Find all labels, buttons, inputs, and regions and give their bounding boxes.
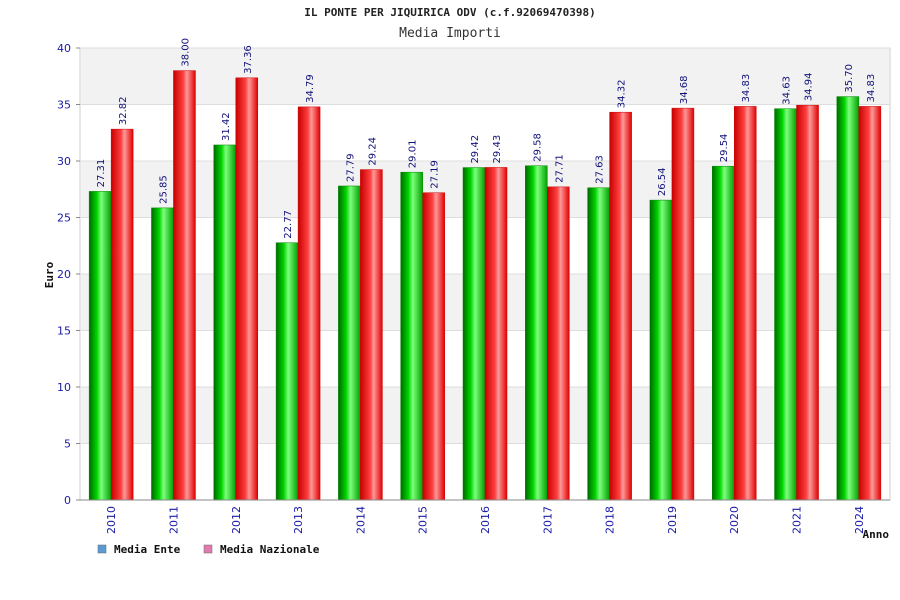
x-tick-label-2012: 2012	[230, 506, 243, 534]
x-tick-label-2024: 2024	[853, 506, 866, 534]
legend-label-1: Media Nazionale	[220, 543, 320, 556]
y-tick-label: 40	[57, 42, 71, 55]
bar-media-nazionale-2021	[796, 104, 819, 501]
bar-media-nazionale-2010	[110, 128, 134, 501]
value-label-media-nazionale-2010: 32.82	[118, 96, 129, 125]
value-label-media-ente-2016: 29.42	[470, 135, 481, 164]
x-tick-label-2014: 2014	[354, 506, 367, 534]
value-label-media-ente-2018: 27.63	[595, 155, 606, 184]
value-label-media-nazionale-2020: 34.83	[741, 74, 752, 103]
value-label-media-nazionale-2019: 34.68	[679, 75, 690, 104]
x-tick-label-2019: 2019	[666, 506, 679, 534]
value-label-media-nazionale-2014: 29.24	[367, 137, 378, 166]
bar-media-nazionale-2013	[297, 106, 321, 501]
y-tick-label: 20	[57, 268, 71, 281]
x-tick-label-2021: 2021	[791, 506, 804, 534]
value-label-media-ente-2019: 26.54	[657, 167, 668, 196]
bar-media-nazionale-2020	[733, 106, 757, 501]
bar-media-ente-2019	[649, 199, 673, 501]
bar-media-nazionale-2018	[609, 111, 632, 501]
x-tick-label-2016: 2016	[479, 506, 492, 534]
bar-media-nazionale-2016	[484, 167, 508, 501]
bar-media-ente-2014	[338, 185, 361, 501]
bar-media-nazionale-2012	[235, 77, 259, 501]
y-tick-label: 30	[57, 155, 71, 168]
bar-media-nazionale-2011	[173, 70, 196, 501]
value-label-media-nazionale-2011: 38.00	[180, 38, 191, 67]
value-label-media-nazionale-2012: 37.36	[243, 45, 254, 74]
bars	[88, 70, 882, 501]
bar-media-nazionale-2015	[422, 192, 445, 501]
x-tick-label-2011: 2011	[167, 506, 180, 534]
legend-label-0: Media Ente	[114, 543, 181, 556]
legend: Media Ente Media Nazionale	[97, 543, 320, 556]
legend-swatch-0	[97, 544, 107, 554]
chart-subtitle: Media Importi	[399, 26, 501, 41]
value-label-media-ente-2011: 25.85	[158, 175, 169, 204]
x-tick-label-2017: 2017	[541, 506, 554, 534]
x-tick-label-2015: 2015	[417, 506, 430, 534]
bar-media-nazionale-2017	[547, 186, 570, 501]
y-tick-label: 0	[64, 494, 71, 507]
bar-media-ente-2018	[587, 187, 610, 501]
bar-media-ente-2017	[525, 165, 548, 501]
value-label-media-ente-2020: 29.54	[719, 134, 730, 163]
y-tick-label: 25	[57, 212, 71, 225]
bar-media-nazionale-2019	[671, 107, 695, 501]
grid-band	[81, 48, 889, 105]
value-label-media-ente-2015: 29.01	[408, 140, 419, 169]
value-labels: 27.31 32.82 25.85 38.00 31.42 37.36 22.77 34.79…	[96, 38, 877, 239]
bar-media-ente-2010	[88, 191, 112, 501]
y-axis-label: Euro	[43, 261, 56, 288]
x-tick-label-2013: 2013	[292, 506, 305, 534]
value-label-media-ente-2012: 31.42	[221, 112, 232, 141]
y-tick-label: 35	[57, 99, 71, 112]
x-tick-label-2018: 2018	[604, 506, 617, 534]
value-label-media-ente-2017: 29.58	[532, 133, 543, 162]
value-label-media-ente-2013: 22.77	[283, 210, 294, 239]
value-label-media-ente-2010: 27.31	[96, 159, 107, 188]
value-label-media-nazionale-2021: 34.94	[804, 73, 815, 102]
y-tick-label: 5	[64, 438, 71, 451]
y-axis-ticks: 0 5 10 15 20 25 30 35 40	[57, 42, 80, 507]
y-tick-label: 15	[57, 325, 71, 338]
bar-media-ente-2020	[711, 165, 735, 501]
chart-title: IL PONTE PER JIQUIRICA ODV (c.f.92069470…	[304, 6, 595, 19]
value-label-media-nazionale-2015: 27.19	[430, 160, 441, 189]
value-label-media-nazionale-2024: 34.83	[866, 74, 877, 103]
value-label-media-nazionale-2016: 29.43	[492, 135, 503, 164]
bar-media-ente-2015	[400, 171, 423, 501]
legend-swatch-1	[203, 544, 213, 554]
bar-media-ente-2024	[836, 96, 860, 501]
value-label-media-ente-2024: 35.70	[844, 64, 855, 93]
x-axis-ticks: 2010 2011 2012 2013 2014 2015 2016 2017 2018 2019…	[80, 499, 890, 534]
bar-media-ente-2021	[774, 108, 797, 501]
bar-media-nazionale-2014	[360, 169, 383, 501]
value-label-media-nazionale-2017: 27.71	[554, 154, 565, 183]
bar-media-ente-2012	[213, 144, 237, 501]
value-label-media-nazionale-2018: 34.32	[617, 80, 628, 109]
bar-media-ente-2013	[275, 242, 299, 501]
x-tick-label-2020: 2020	[728, 506, 741, 534]
bar-media-ente-2016	[462, 167, 486, 501]
value-label-media-ente-2021: 34.63	[782, 76, 793, 105]
value-label-media-nazionale-2013: 34.79	[305, 74, 316, 103]
value-label-media-ente-2014: 27.79	[345, 153, 356, 182]
bar-media-ente-2011	[151, 207, 174, 501]
x-tick-label-2010: 2010	[105, 506, 118, 534]
x-axis-label: Anno	[863, 528, 890, 541]
y-tick-label: 10	[57, 381, 71, 394]
bar-media-nazionale-2024	[858, 106, 882, 501]
